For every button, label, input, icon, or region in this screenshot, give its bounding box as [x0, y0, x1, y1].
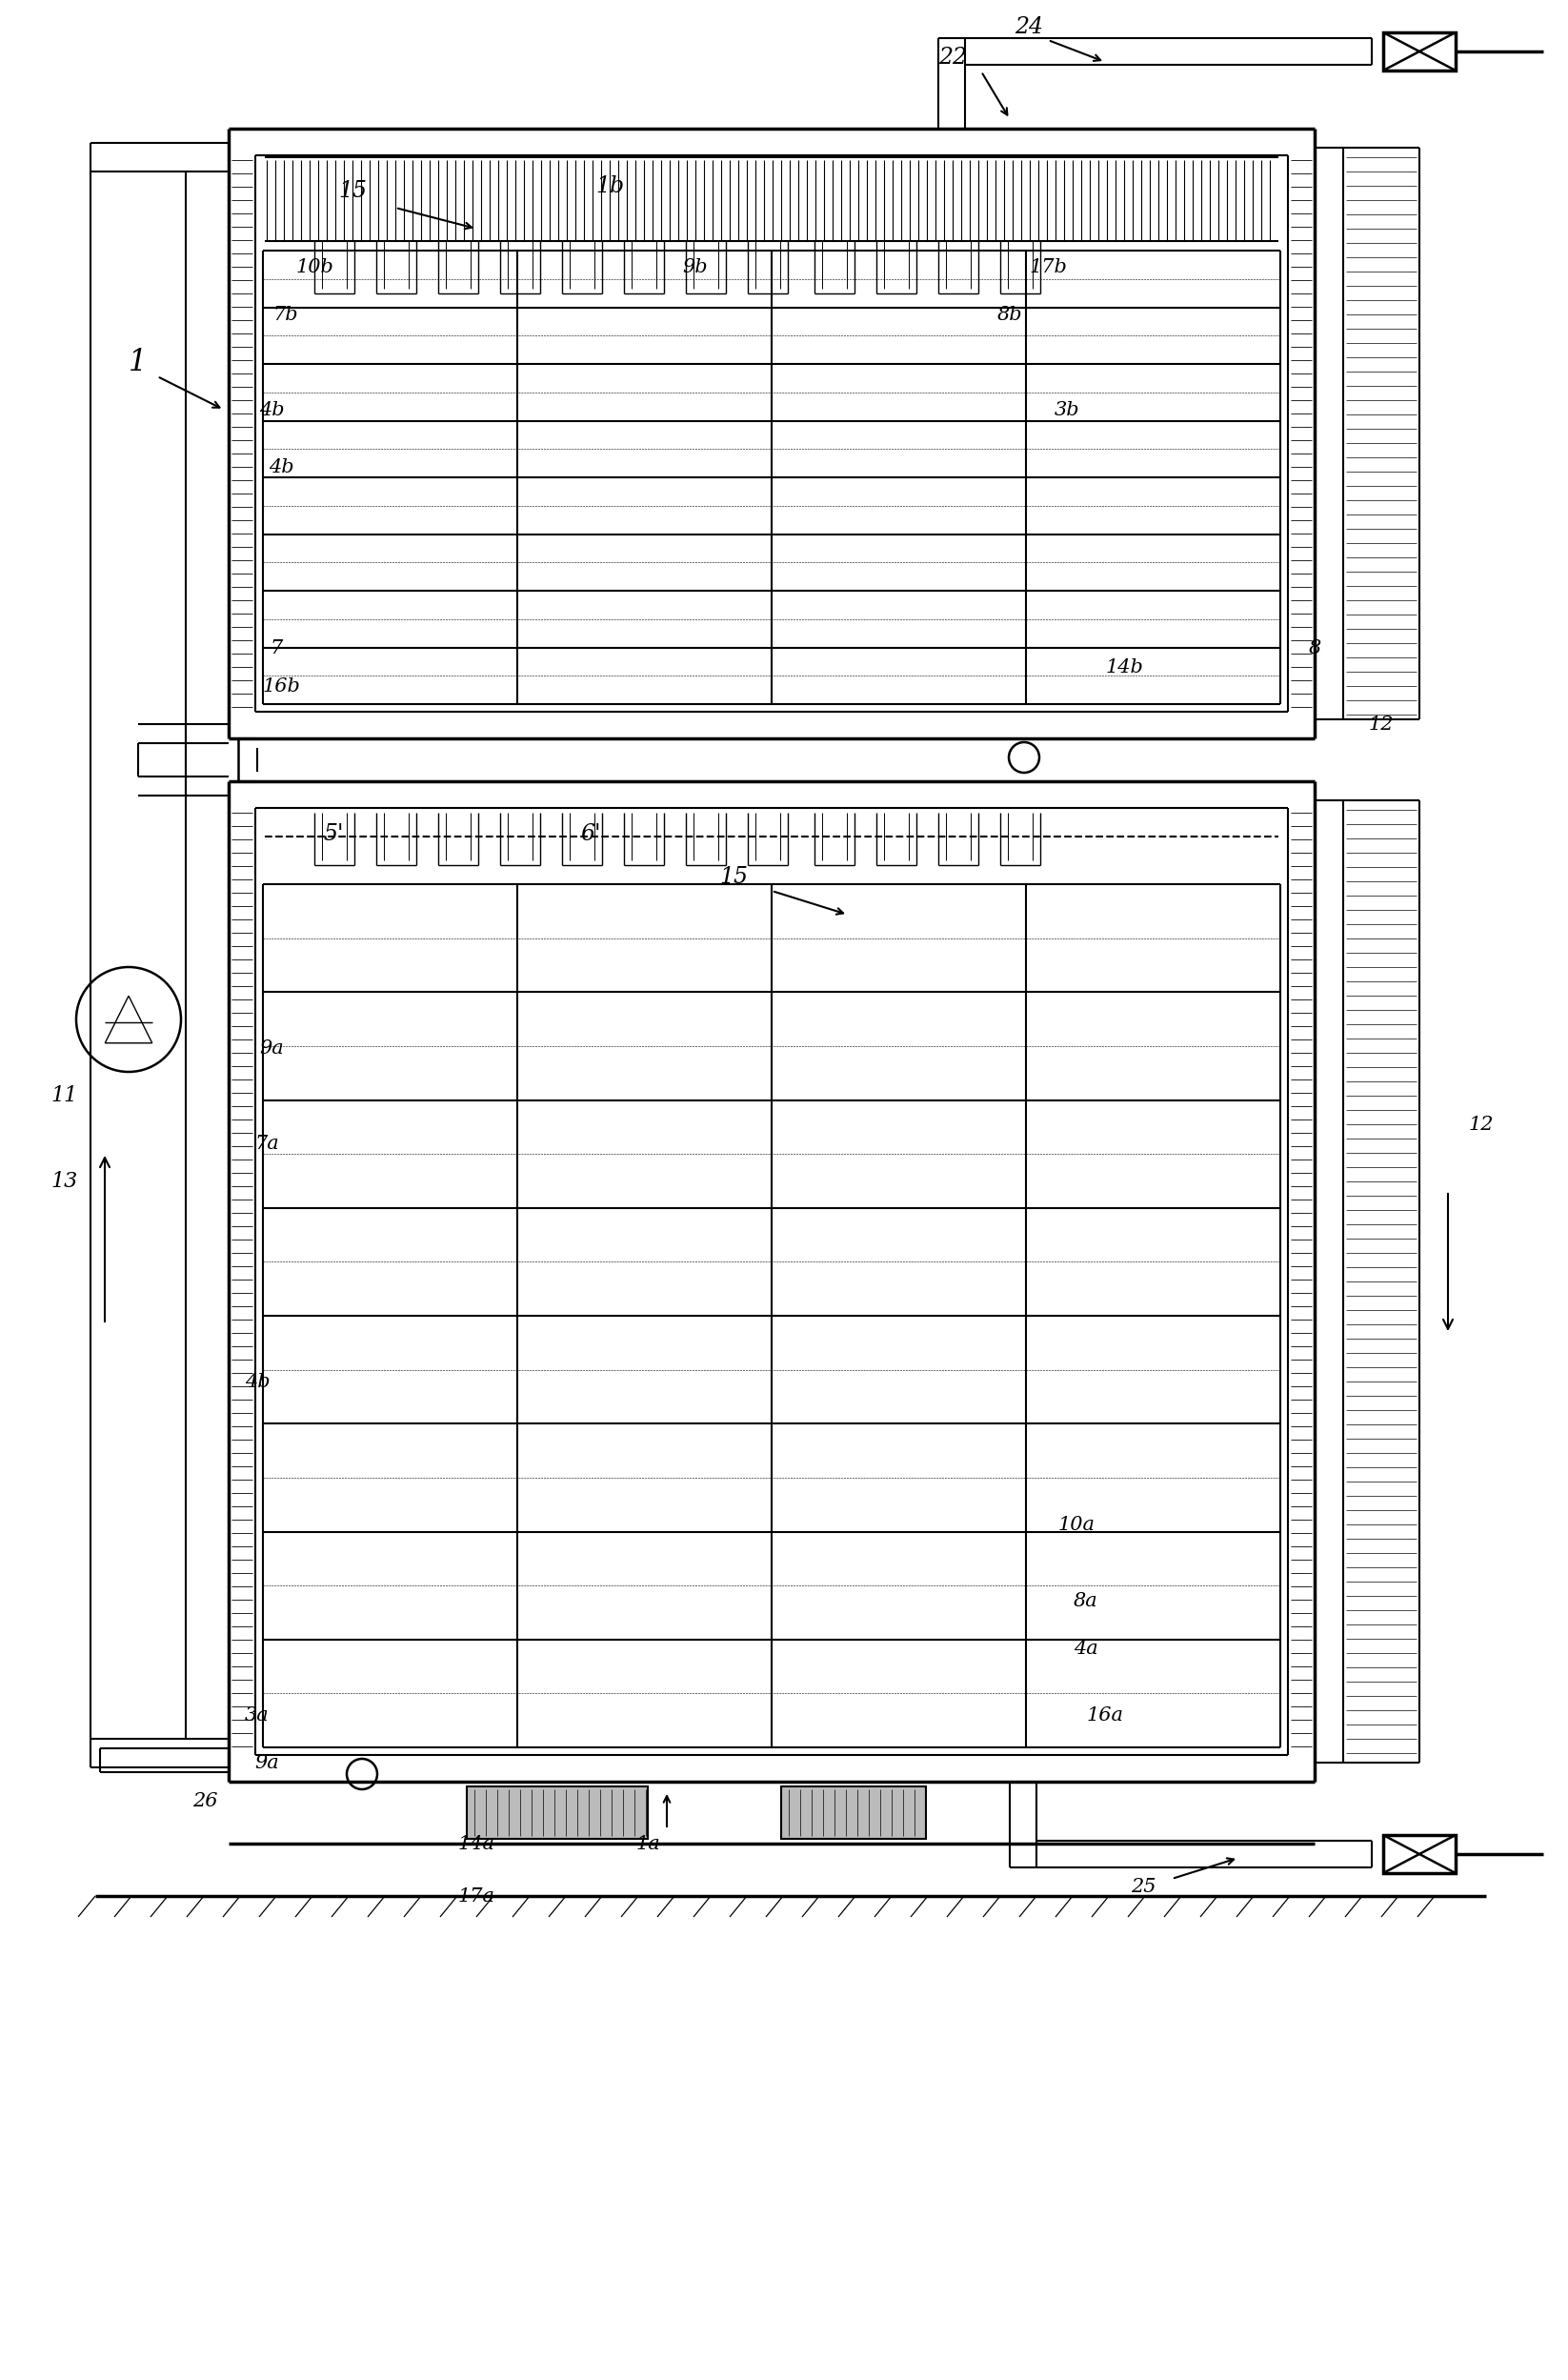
Text: 22: 22 [938, 45, 967, 69]
Text: 1a: 1a [635, 1835, 660, 1852]
Text: 9a: 9a [259, 1040, 284, 1057]
Text: 14b: 14b [1105, 657, 1143, 676]
Text: 14a: 14a [458, 1835, 495, 1852]
Text: 15: 15 [339, 178, 367, 202]
Text: 13: 13 [52, 1171, 78, 1192]
Text: 25: 25 [1131, 1878, 1156, 1894]
Text: 1: 1 [129, 347, 147, 376]
Text: 4b: 4b [259, 400, 284, 419]
Text: 16a: 16a [1087, 1706, 1124, 1723]
Text: 7b: 7b [273, 305, 298, 324]
Text: 11: 11 [52, 1085, 78, 1107]
Text: 3a: 3a [245, 1706, 270, 1723]
Text: 3b: 3b [1054, 400, 1080, 419]
Text: 15: 15 [720, 866, 748, 888]
Text: 5': 5' [323, 823, 343, 845]
Bar [467, 1787, 648, 1840]
Bar [1383, 33, 1455, 71]
Bar [781, 1787, 927, 1840]
Text: 9a: 9a [254, 1754, 279, 1771]
Text: 8b: 8b [997, 305, 1022, 324]
Text: 1b: 1b [596, 174, 624, 198]
Bar [1383, 1835, 1455, 1873]
Text: 17a: 17a [458, 1887, 495, 1904]
Text: 17b: 17b [1029, 257, 1066, 276]
Text: 7: 7 [270, 638, 282, 657]
Text: 4b: 4b [245, 1373, 270, 1390]
Text: 12: 12 [1469, 1116, 1494, 1133]
Text: 4a: 4a [1074, 1640, 1098, 1656]
Text: 12: 12 [1369, 714, 1394, 733]
Text: 8: 8 [1308, 638, 1320, 657]
Text: 8a: 8a [1074, 1592, 1098, 1609]
Text: 7a: 7a [254, 1135, 279, 1152]
Text: 24: 24 [1014, 17, 1043, 38]
Text: 10a: 10a [1058, 1516, 1094, 1533]
Text: 6': 6' [580, 823, 601, 845]
Text: 26: 26 [193, 1792, 218, 1809]
Text: 9b: 9b [682, 257, 709, 276]
Text: 4b: 4b [268, 457, 293, 476]
Text: 10b: 10b [295, 257, 334, 276]
Text: 16b: 16b [262, 676, 299, 695]
